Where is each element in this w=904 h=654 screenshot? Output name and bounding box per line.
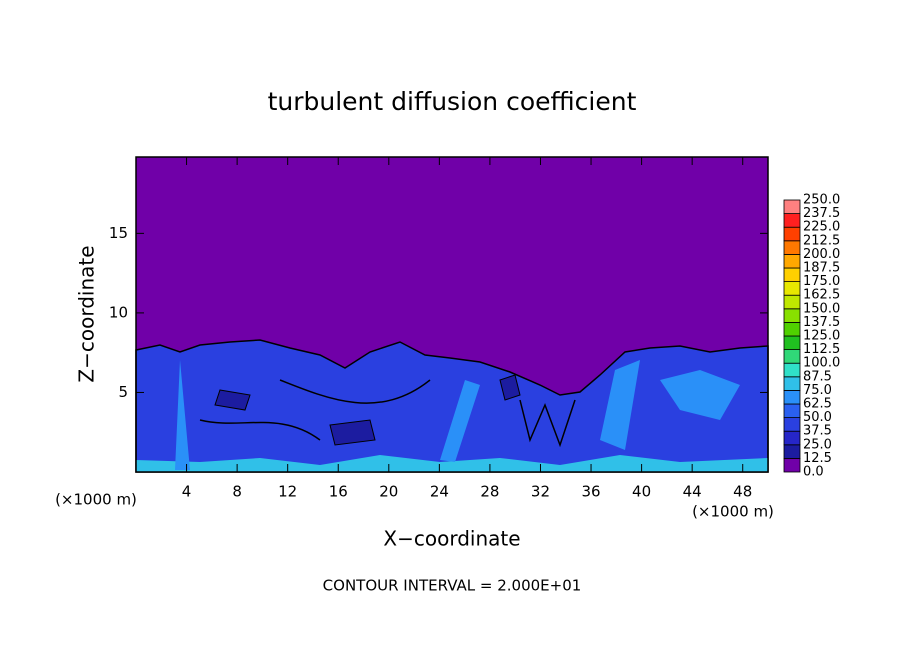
- x-axis-label: X−coordinate: [383, 527, 520, 551]
- x-tick-label: 32: [531, 483, 550, 501]
- colorbar-bin: [783, 308, 801, 323]
- colorbar-bin: [783, 376, 801, 391]
- colorbar-bin: [783, 213, 801, 228]
- colorbar-label: 225.0: [803, 220, 840, 235]
- colorbar-bin: [783, 417, 801, 432]
- x-tick-label: 16: [329, 483, 348, 501]
- y-tick-label: 5: [118, 383, 128, 401]
- plot-frame: [135, 156, 769, 473]
- colorbar-label: 212.5: [803, 233, 840, 248]
- colorbar-label: 62.5: [803, 397, 832, 412]
- colorbar-label: 200.0: [803, 247, 840, 262]
- colorbar-label: 187.5: [803, 261, 840, 276]
- colorbar-label: 100.0: [803, 356, 840, 371]
- colorbar-label: 162.5: [803, 288, 840, 303]
- colorbar-bin: [783, 444, 801, 459]
- colorbar-bin: [783, 349, 801, 364]
- colorbar-bin: [783, 362, 801, 378]
- contour-line: [199, 379, 576, 448]
- field-region: [214, 374, 521, 446]
- colorbar-bin: [783, 389, 801, 405]
- colorbar-label: 125.0: [803, 329, 840, 344]
- colorbar-bin: [783, 457, 801, 473]
- colorbar-label: 87.5: [803, 369, 832, 384]
- colorbar-label: 250.0: [803, 193, 840, 208]
- x-tick-label: 4: [182, 483, 192, 501]
- colorbar-label: 112.5: [803, 342, 840, 357]
- colorbar-label: 150.0: [803, 301, 840, 316]
- y-tick-label: 15: [109, 224, 128, 242]
- x-unit: (×1000 m): [692, 503, 774, 521]
- x-tick-label: 20: [379, 483, 398, 501]
- field-region: [175, 360, 740, 470]
- colorbar-bin: [783, 430, 801, 446]
- colorbar-bin: [783, 226, 801, 242]
- colorbar-bin: [783, 240, 801, 255]
- colorbar-bin: [783, 199, 801, 215]
- x-unit: (×1000 m): [55, 491, 137, 509]
- x-tick-label: 12: [278, 483, 297, 501]
- colorbar-label: 75.0: [803, 383, 832, 398]
- colorbar-label: 12.5: [803, 451, 832, 466]
- x-tick-label: 44: [683, 483, 702, 501]
- colorbar-label: 237.5: [803, 206, 840, 221]
- chart-title: turbulent diffusion coefficient: [268, 87, 637, 116]
- colorbar-bin: [783, 335, 801, 351]
- colorbar-label: 37.5: [803, 424, 832, 439]
- y-tick-label: 10: [109, 303, 128, 321]
- x-tick-label: 24: [430, 483, 449, 501]
- colorbar-label: 50.0: [803, 410, 832, 425]
- y-axis-label: Z−coordinate: [75, 245, 99, 382]
- colorbar-bin: [783, 294, 801, 310]
- field: [135, 156, 769, 473]
- x-tick-label: 48: [733, 483, 752, 501]
- colorbar-label: 25.0: [803, 437, 832, 452]
- x-tick-label: 28: [480, 483, 499, 501]
- x-tick-label: 40: [632, 483, 651, 501]
- colorbar-bin: [783, 281, 801, 296]
- colorbar-bin: [783, 403, 801, 419]
- colorbar-bin: [783, 267, 801, 283]
- colorbar-bin: [783, 253, 801, 269]
- annotation: CONTOUR INTERVAL = 2.000E+01: [323, 577, 582, 595]
- field-region: [136, 455, 768, 472]
- x-tick-label: 36: [581, 483, 600, 501]
- x-tick-label: 8: [232, 483, 242, 501]
- colorbar-label: 137.5: [803, 315, 840, 330]
- colorbar-bin: [783, 321, 801, 337]
- colorbar-label: 0.0: [803, 465, 824, 480]
- colorbar-label: 175.0: [803, 274, 840, 289]
